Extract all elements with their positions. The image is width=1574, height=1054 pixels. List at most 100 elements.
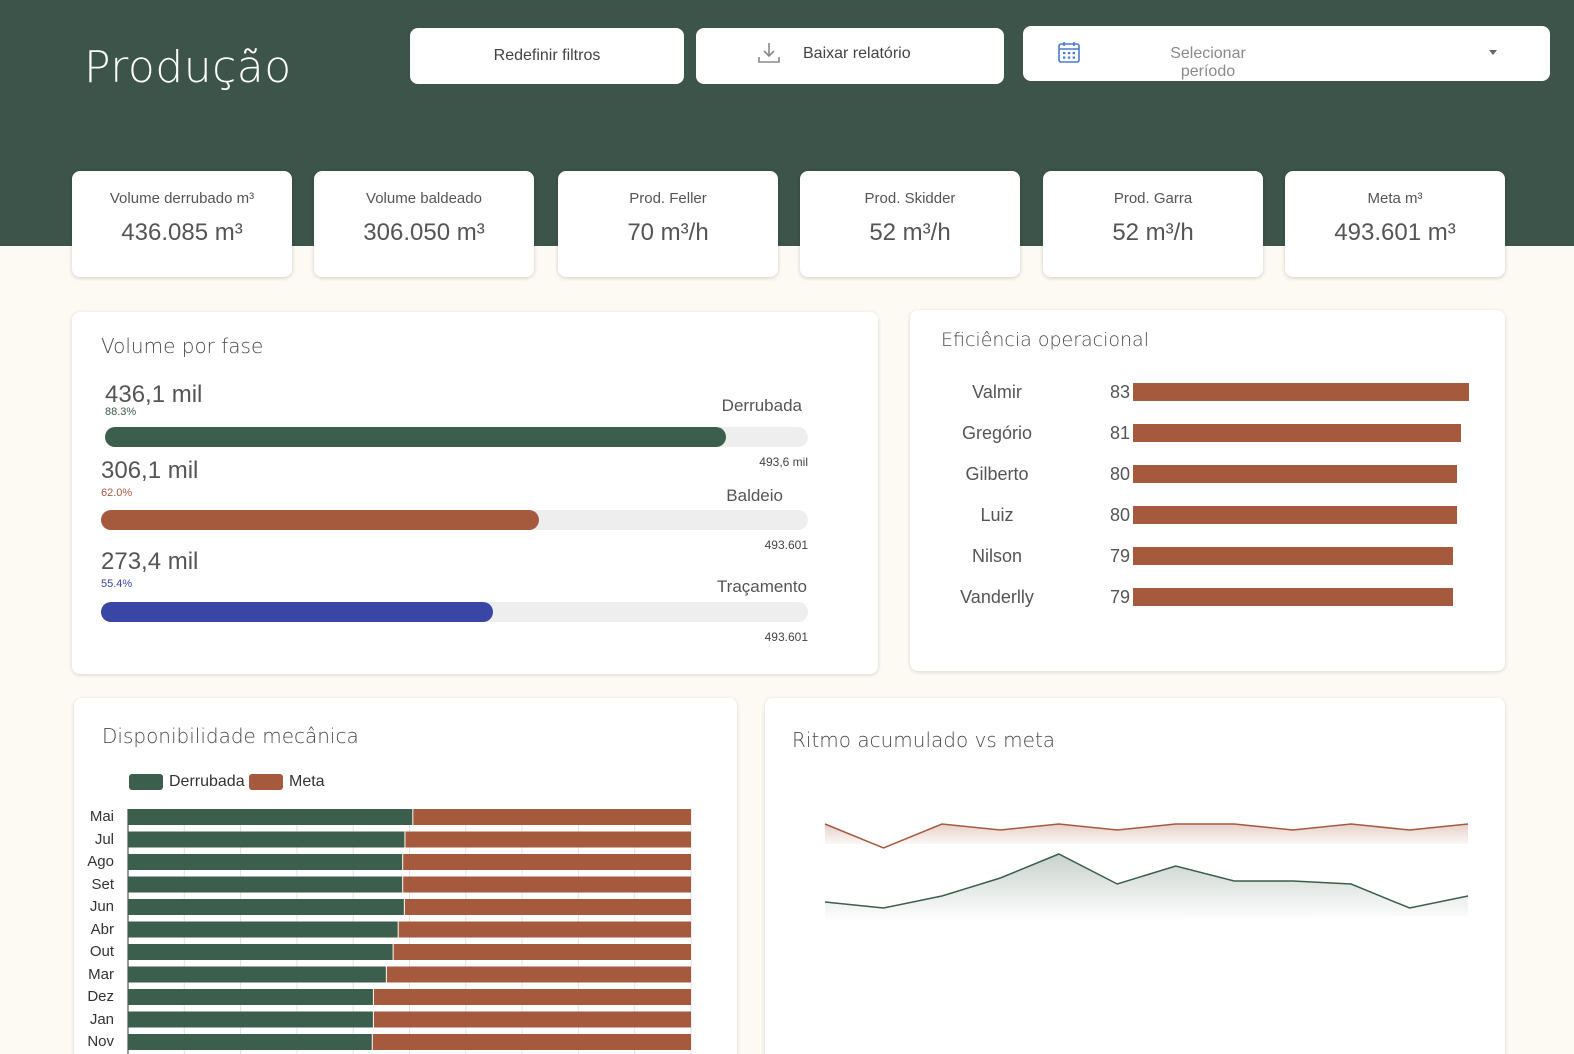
bar-meta-jan[interactable] — [373, 1011, 691, 1028]
phase-progress-fill — [101, 510, 540, 530]
operator-value: 79 — [1109, 587, 1130, 607]
kpi-value: 52 m³/h — [869, 219, 951, 246]
operator-bar[interactable] — [1133, 383, 1469, 401]
bar-meta-set[interactable] — [403, 876, 691, 893]
disponibilidade-card: Disponibilidade mecânica Derrubada Meta … — [74, 698, 737, 1054]
bar-derrubada-nov[interactable] — [128, 1034, 372, 1050]
phase-progress-track — [105, 427, 808, 447]
line-derrubada[interactable] — [824, 853, 1469, 909]
bar-derrubada-jan[interactable] — [128, 1011, 373, 1028]
bar-derrubada-jun[interactable] — [128, 899, 404, 915]
area-derrubada — [825, 854, 1468, 922]
legend-item-meta[interactable]: Meta — [249, 773, 325, 791]
legend-swatch — [129, 774, 163, 790]
phase-value: 273,4 mil — [101, 548, 199, 575]
kpi-value: 493.601 m³ — [1334, 219, 1456, 246]
operator-name: Valmir — [972, 382, 1022, 402]
operator-bar[interactable] — [1133, 547, 1453, 565]
phase-target: 493.601 — [764, 630, 808, 644]
card-title: Eficiência operacional — [941, 329, 1149, 351]
phase-progress-track — [101, 510, 808, 530]
kpi-prod-feller: Prod. Feller 70 m³/h — [558, 171, 778, 277]
phase-value: 306,1 mil — [101, 457, 199, 484]
operator-value: 79 — [1109, 546, 1130, 566]
reset-filters-button[interactable]: Redefinir filtros — [410, 28, 684, 84]
operator-bar[interactable] — [1133, 506, 1457, 524]
card-title: Ritmo acumulado vs meta — [792, 728, 1056, 752]
bar-derrubada-dez[interactable] — [128, 989, 373, 1005]
download-report-label: Baixar relatório — [803, 45, 911, 62]
legend-label: Meta — [289, 773, 325, 790]
bar-meta-jul[interactable] — [405, 831, 691, 848]
phase-percent: 62.0% — [101, 487, 133, 499]
bar-derrubada-abr[interactable] — [128, 921, 398, 938]
bar-meta-out[interactable] — [393, 944, 691, 960]
bar-derrubada-mar[interactable] — [128, 966, 386, 983]
download-report-button[interactable]: Baixar relatório — [696, 28, 1004, 84]
phase-progress-track — [101, 602, 808, 622]
reset-filters-label: Redefinir filtros — [493, 47, 601, 64]
phase-progress-fill — [101, 602, 493, 622]
bar-derrubada-ago[interactable] — [128, 854, 403, 870]
bar-meta-dez[interactable] — [373, 989, 691, 1005]
card-title: Volume por fase — [101, 334, 264, 358]
calendar-icon — [1058, 42, 1080, 63]
area-meta — [825, 824, 1468, 848]
operator-bar[interactable] — [1133, 424, 1461, 442]
bar-meta-mar[interactable] — [386, 966, 691, 983]
kpi-value: 306.050 m³ — [363, 219, 485, 246]
operator-value: 81 — [1109, 423, 1130, 443]
month-label: Set — [91, 875, 114, 893]
bar-meta-jun[interactable] — [404, 899, 691, 915]
month-label: Abr — [90, 920, 114, 938]
month-label: Out — [89, 943, 114, 960]
month-label: Mai — [89, 808, 114, 825]
line-meta[interactable] — [824, 823, 1469, 849]
kpi-value: 52 m³/h — [1112, 219, 1194, 246]
month-label: Jan — [89, 1010, 114, 1028]
ritmo-chart — [824, 823, 1469, 922]
kpi-prod-garra: Prod. Garra 52 m³/h — [1043, 171, 1263, 277]
operator-value: 80 — [1109, 505, 1130, 525]
bar-derrubada-out[interactable] — [128, 944, 393, 960]
bar-derrubada-set[interactable] — [128, 876, 403, 893]
phase-target: 493,6 mil — [759, 455, 808, 469]
legend-item-derrubada[interactable]: Derrubada — [129, 773, 245, 791]
kpi-label: Meta m³ — [1367, 190, 1423, 207]
kpi-meta: Meta m³ 493.601 m³ — [1285, 171, 1505, 277]
month-label: Jul — [94, 830, 114, 848]
operator-name: Vanderlly — [960, 587, 1034, 607]
ritmo-card: Ritmo acumulado vs meta — [765, 698, 1505, 1054]
period-select[interactable]: Selecionar período — [1023, 26, 1550, 81]
kpi-label: Prod. Garra — [1113, 190, 1193, 207]
chevron-down-icon — [1489, 50, 1497, 55]
phase-percent: 88.3% — [105, 406, 137, 418]
bar-derrubada-mai[interactable] — [128, 809, 413, 825]
bar-meta-ago[interactable] — [403, 854, 691, 870]
bar-meta-abr[interactable] — [398, 921, 691, 938]
bar-meta-mai[interactable] — [413, 809, 691, 825]
kpi-label: Volume baldeado — [366, 190, 482, 207]
operator-name: Luiz — [980, 505, 1014, 525]
phase-target: 493.601 — [764, 538, 808, 552]
operator-bar[interactable] — [1133, 465, 1457, 483]
phase-name: Traçamento — [716, 577, 807, 596]
kpi-label: Volume derrubado m³ — [109, 190, 255, 207]
disponibilidade-chart — [127, 809, 692, 1054]
bar-meta-nov[interactable] — [372, 1034, 691, 1050]
phase-percent: 55.4% — [101, 578, 133, 590]
operator-bar[interactable] — [1133, 588, 1453, 606]
bar-derrubada-jul[interactable] — [128, 831, 405, 848]
legend-swatch — [249, 774, 283, 790]
volume-por-fase-card: Volume por fase 436,1 mil 88.3% Derrubad… — [72, 312, 878, 674]
period-placeholder: Selecionar período — [1170, 45, 1246, 80]
kpi-prod-skidder: Prod. Skidder 52 m³/h — [800, 171, 1020, 277]
page-title: Produção — [84, 42, 292, 93]
phase-name: Baldeio — [726, 486, 783, 505]
kpi-volume-baldeado: Volume baldeado 306.050 m³ — [314, 171, 534, 277]
operator-value: 80 — [1109, 464, 1130, 484]
operator-name: Gregório — [961, 423, 1033, 443]
card-title: Disponibilidade mecânica — [102, 724, 359, 748]
legend-label: Derrubada — [169, 773, 245, 790]
month-label: Jun — [89, 898, 114, 915]
